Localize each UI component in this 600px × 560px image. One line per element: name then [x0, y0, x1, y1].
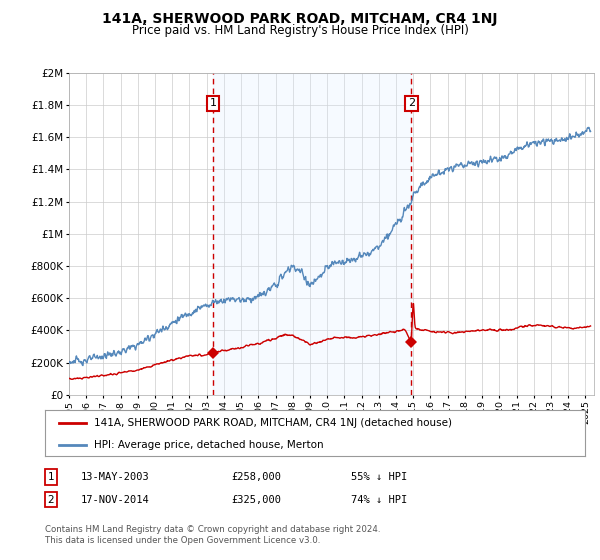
Text: 1: 1 [209, 99, 217, 109]
Text: 55% ↓ HPI: 55% ↓ HPI [351, 472, 407, 482]
Text: HPI: Average price, detached house, Merton: HPI: Average price, detached house, Mert… [94, 440, 323, 450]
Text: 1: 1 [47, 472, 55, 482]
Bar [213, 73, 411, 395]
Text: 141A, SHERWOOD PARK ROAD, MITCHAM, CR4 1NJ: 141A, SHERWOOD PARK ROAD, MITCHAM, CR4 1… [102, 12, 498, 26]
Text: 74% ↓ HPI: 74% ↓ HPI [351, 494, 407, 505]
Text: 2: 2 [407, 99, 415, 109]
Text: £258,000: £258,000 [231, 472, 281, 482]
Text: 13-MAY-2003: 13-MAY-2003 [81, 472, 150, 482]
Text: Price paid vs. HM Land Registry's House Price Index (HPI): Price paid vs. HM Land Registry's House … [131, 24, 469, 36]
Text: Contains HM Land Registry data © Crown copyright and database right 2024.
This d: Contains HM Land Registry data © Crown c… [45, 525, 380, 545]
Text: 2: 2 [47, 494, 55, 505]
Text: 141A, SHERWOOD PARK ROAD, MITCHAM, CR4 1NJ (detached house): 141A, SHERWOOD PARK ROAD, MITCHAM, CR4 1… [94, 418, 452, 428]
Text: 17-NOV-2014: 17-NOV-2014 [81, 494, 150, 505]
Text: £325,000: £325,000 [231, 494, 281, 505]
